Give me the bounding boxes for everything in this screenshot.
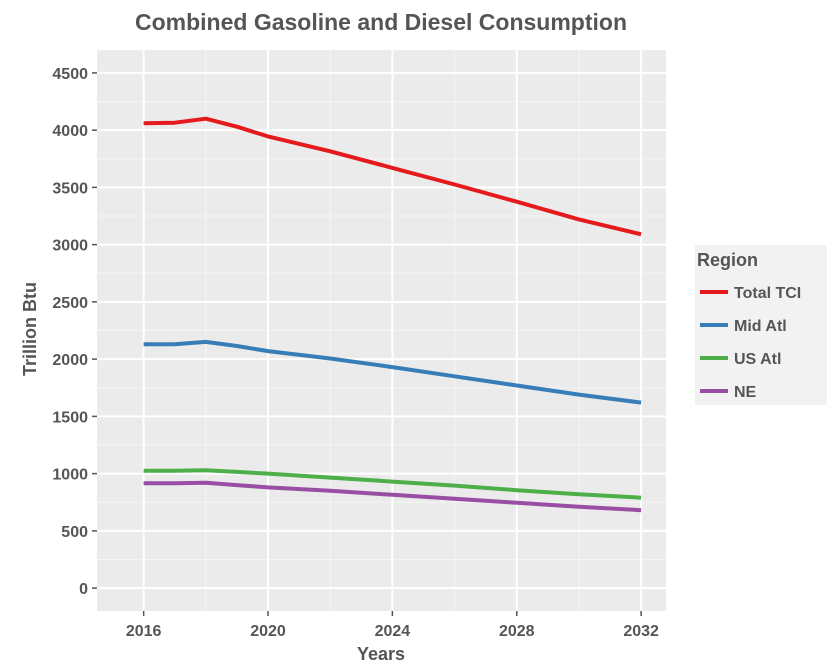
legend-items: Total TCI Mid Atl US Atl NE [700, 285, 801, 401]
minor-gridlines [97, 50, 666, 611]
y-tick-label: 4500 [52, 66, 88, 83]
y-tick-label: 2000 [52, 352, 88, 369]
y-tick-label: 500 [61, 524, 88, 541]
x-axis-ticks: 2016 2020 2024 2028 2032 [126, 611, 659, 640]
major-gridlines [97, 50, 666, 611]
legend-title: Region [697, 250, 758, 270]
legend-label-mid-atl: Mid Atl [734, 318, 787, 335]
y-tick-label: 1500 [52, 409, 88, 426]
x-tick-label: 2024 [375, 623, 411, 640]
x-axis-label: Years [357, 644, 405, 664]
series-lines [143, 116, 642, 513]
series-line-us-atl [143, 468, 642, 500]
y-tick-label: 4000 [52, 123, 88, 140]
legend-label-us-atl: US Atl [734, 351, 781, 368]
series-line-ne [143, 480, 642, 513]
y-tick-label: 3500 [52, 180, 88, 197]
y-tick-label: 2500 [52, 295, 88, 312]
chart-title: Combined Gasoline and Diesel Consumption [135, 9, 627, 35]
series-line-total-tci [143, 116, 642, 237]
y-axis-label: Trillion Btu [20, 282, 40, 376]
y-tick-label: 0 [79, 581, 88, 598]
y-tick-label: 1000 [52, 467, 88, 484]
x-tick-label: 2016 [126, 623, 162, 640]
x-tick-label: 2032 [623, 623, 659, 640]
series-line-mid-atl [143, 339, 642, 405]
legend-label-total-tci: Total TCI [734, 285, 801, 302]
y-tick-label: 3000 [52, 238, 88, 255]
x-tick-label: 2028 [499, 623, 535, 640]
legend: Region Total TCI Mid Atl US Atl NE [695, 245, 827, 405]
legend-label-ne: NE [734, 384, 757, 401]
x-tick-label: 2020 [250, 623, 286, 640]
y-axis-ticks: 0 500 1000 1500 2000 2500 3000 3500 4000 4500 [52, 66, 97, 598]
